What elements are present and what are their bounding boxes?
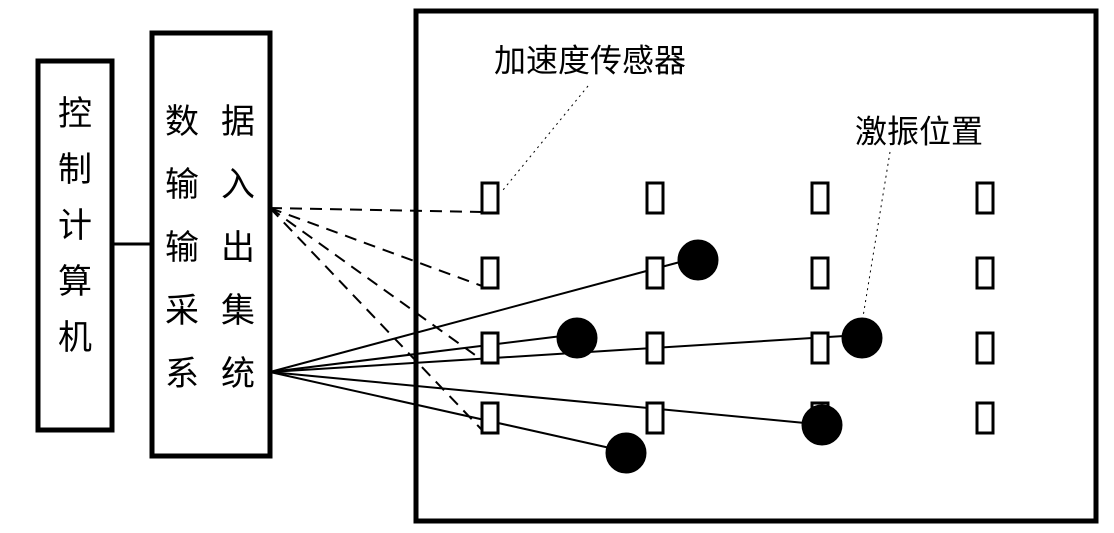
excitation-point [678,240,718,280]
excitation-label: 激振位置 [855,113,983,149]
sensor-leader-line [503,86,588,190]
excitation-point [842,318,882,358]
excitation-wire [270,372,610,448]
accelerometer-sensor [482,183,498,213]
control-computer-label-char: 算 [58,263,92,301]
excitation-wire [270,372,805,423]
accelerometer-sensor [977,333,993,363]
daq-system-label-char: 系 [165,356,199,393]
daq-system-label-char: 出 [221,229,255,267]
accelerometer-sensor [812,183,828,213]
sensor-wire [270,208,482,286]
accelerometer-sensor [482,258,498,288]
accelerometer-sensor [977,403,993,433]
excitation-point [606,433,646,473]
accelerometer-sensor [482,333,498,363]
control-computer-label-char: 机 [58,319,92,357]
sensor-wire [270,208,482,212]
daq-system-label-char: 统 [221,355,255,393]
control-computer-label-char: 控 [58,95,92,133]
sensor-label: 加速度传感器 [494,42,686,78]
daq-system-label-char: 输 [165,166,199,204]
excitation-leader-line [862,152,890,323]
accelerometer-sensor [647,183,663,213]
accelerometer-sensor [482,403,498,433]
daq-system-label-char: 数 [165,103,199,141]
sensor-wire [270,208,482,360]
accelerometer-sensor [812,333,828,363]
daq-system-label-char: 据 [221,104,255,141]
excitation-wire [270,262,680,372]
excitation-point [557,318,597,358]
accelerometer-sensor [647,258,663,288]
accelerometer-sensor [812,258,828,288]
control-computer-label-char: 制 [58,152,92,189]
excitation-point [802,405,842,445]
control-computer-label-char: 计 [58,208,92,245]
daq-system-label-char: 集 [221,292,255,330]
accelerometer-sensor [977,183,993,213]
accelerometer-sensor [647,403,663,433]
daq-system-label-char: 输 [165,229,199,267]
accelerometer-sensor [647,333,663,363]
daq-system-label-char: 入 [221,167,255,204]
daq-system-label-char: 采 [165,293,199,330]
accelerometer-sensor [977,258,993,288]
